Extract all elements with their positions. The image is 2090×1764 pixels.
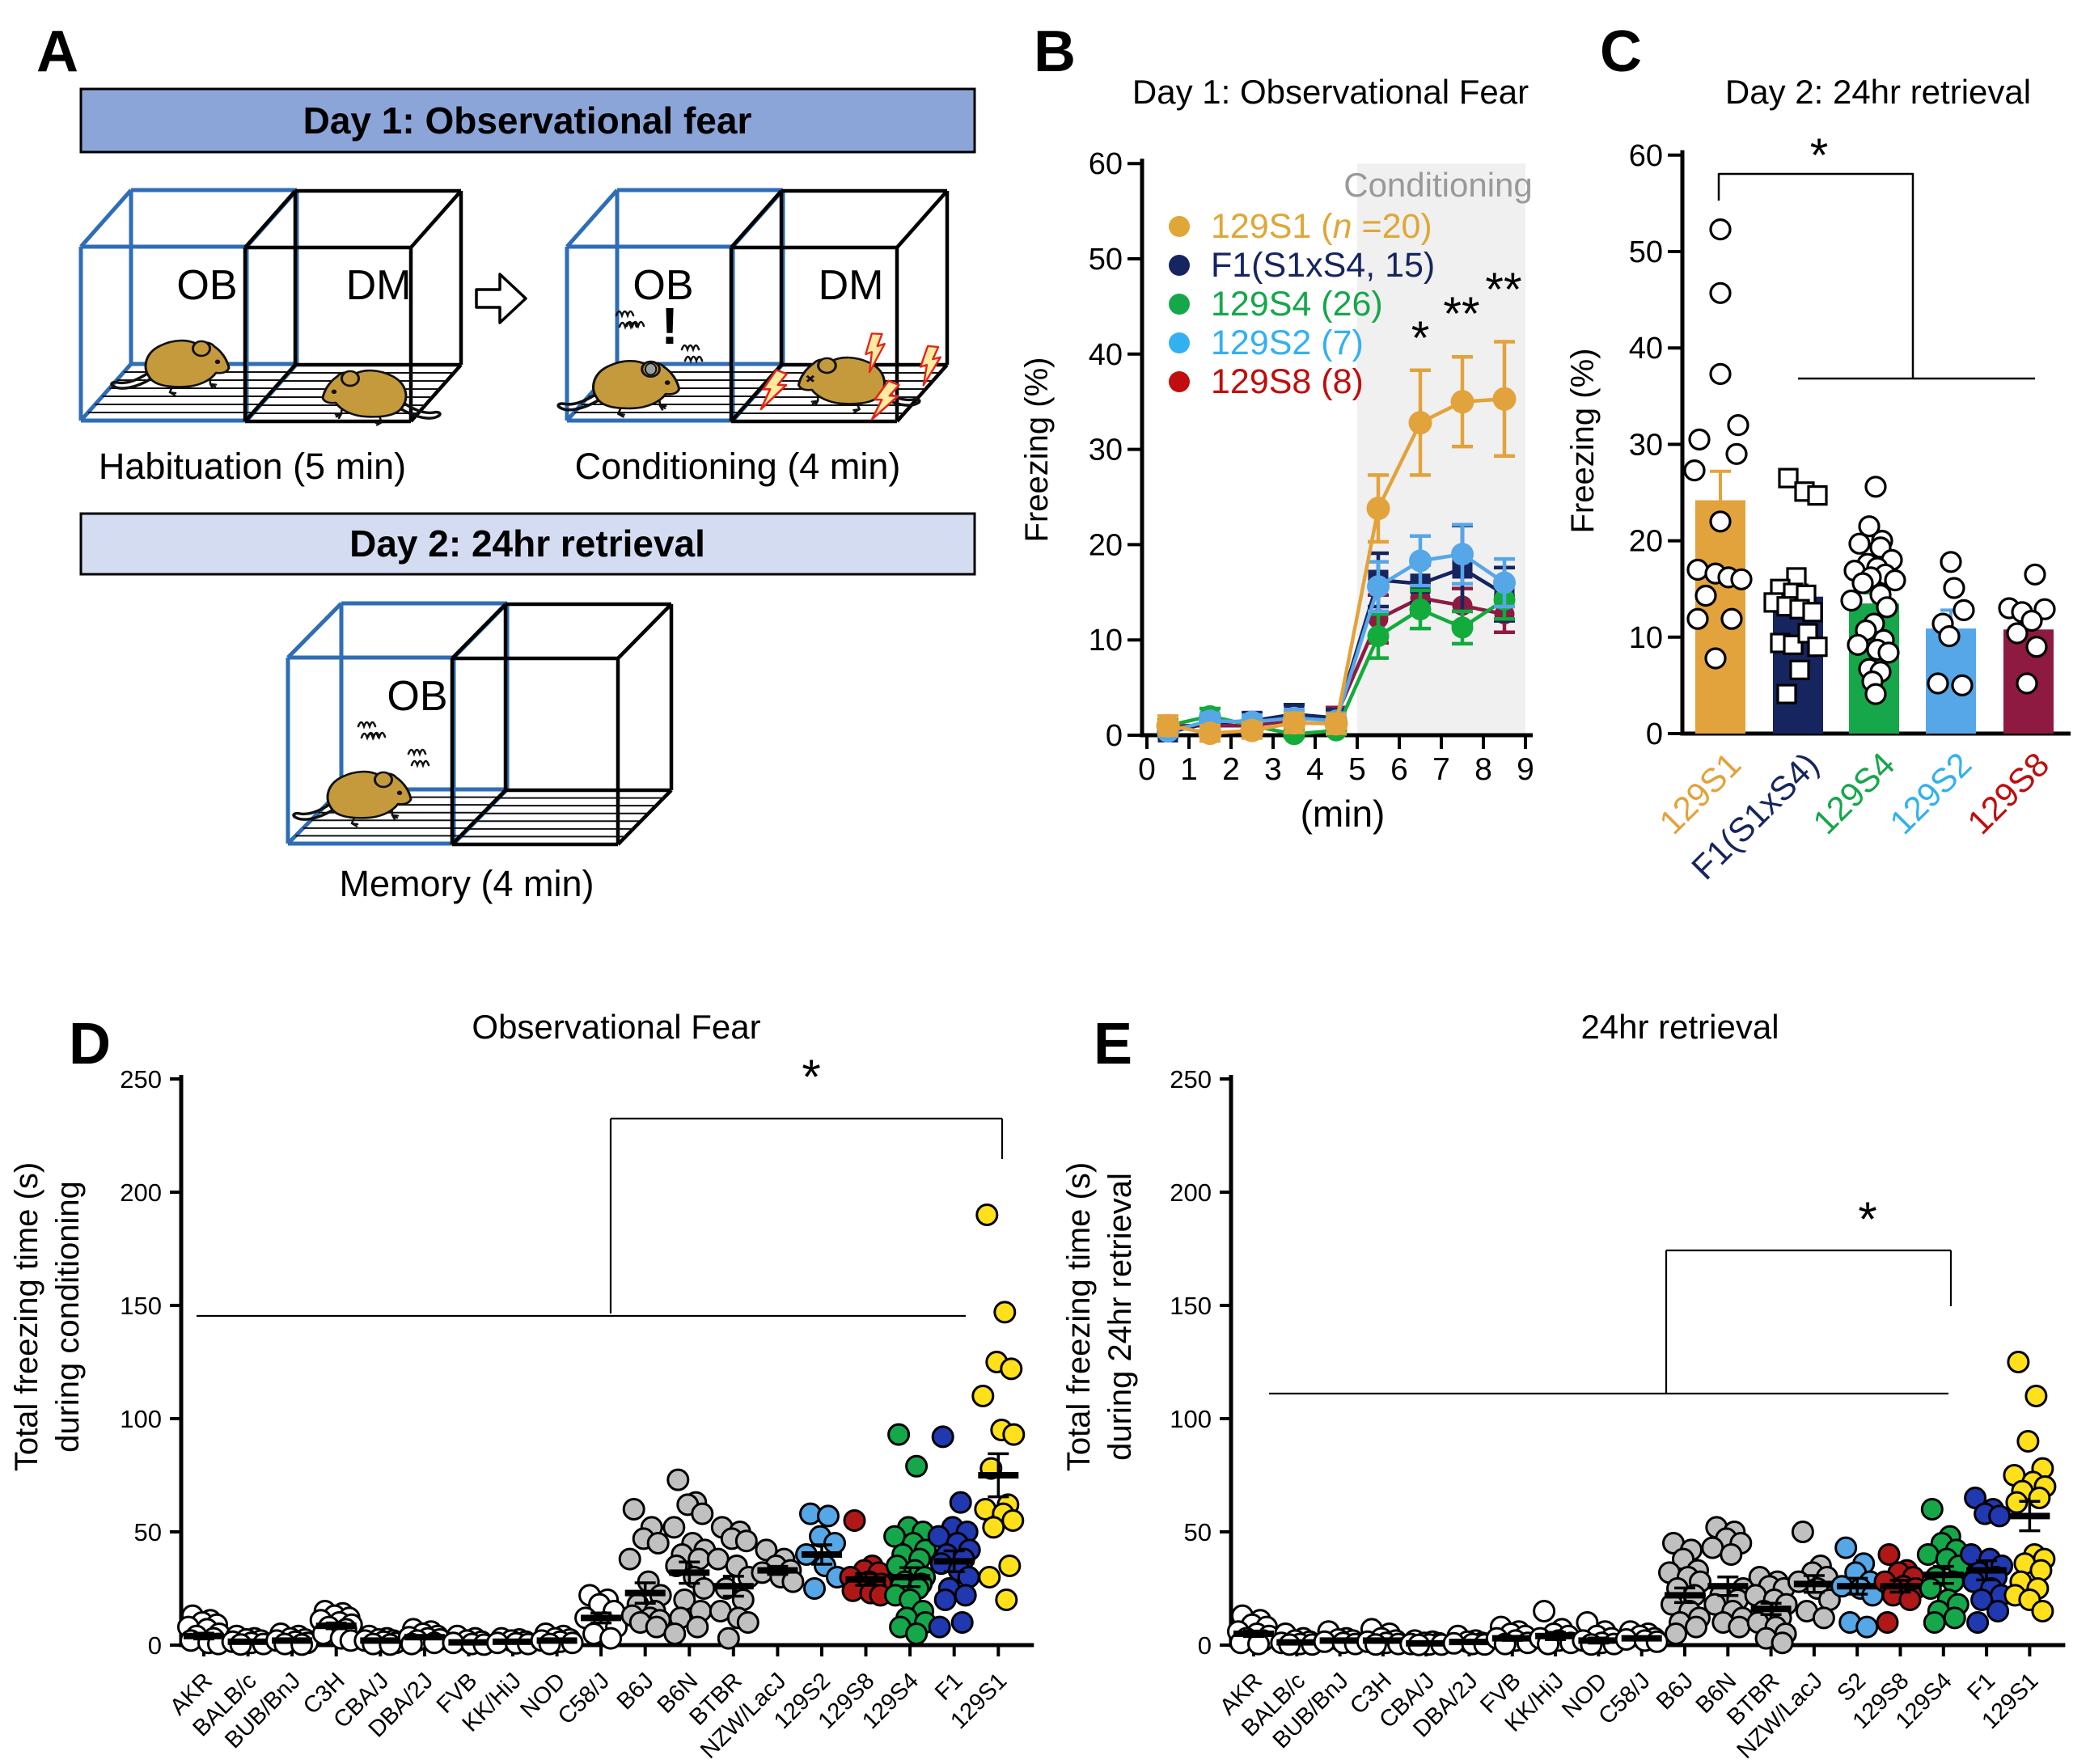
svg-text:100: 100	[120, 1405, 162, 1433]
svg-text:*: *	[802, 1050, 820, 1104]
svg-text:0: 0	[1198, 1631, 1212, 1660]
svg-text:129S2 (7): 129S2 (7)	[1211, 324, 1364, 362]
svg-text:150: 150	[1170, 1292, 1212, 1320]
svg-text:50: 50	[134, 1518, 162, 1546]
svg-text:60: 60	[1629, 139, 1663, 173]
svg-text:OB: OB	[387, 673, 447, 720]
svg-text:250: 250	[1170, 1065, 1212, 1094]
svg-text:9: 9	[1517, 752, 1534, 787]
svg-text:129S4 (26): 129S4 (26)	[1211, 285, 1383, 324]
svg-text:DM: DM	[346, 262, 412, 309]
svg-text:Freezing (%): Freezing (%)	[1565, 349, 1601, 534]
svg-text:24hr retrieval: 24hr retrieval	[1580, 1008, 1779, 1046]
svg-text:during conditioning: during conditioning	[50, 1181, 86, 1453]
svg-text:during 24hr retrieval: during 24hr retrieval	[1102, 1173, 1138, 1461]
svg-text:2: 2	[1222, 752, 1240, 787]
svg-text:30: 30	[1629, 428, 1663, 462]
svg-text:!: !	[661, 297, 678, 355]
svg-text:**: **	[1443, 288, 1479, 341]
svg-text:0: 0	[1646, 717, 1663, 751]
svg-text:D: D	[69, 1012, 111, 1077]
svg-text:250: 250	[120, 1065, 162, 1094]
svg-text:20: 20	[1629, 525, 1663, 559]
svg-text:40: 40	[1089, 338, 1123, 372]
svg-text:DM: DM	[819, 262, 884, 309]
svg-text:*: *	[1810, 129, 1829, 182]
svg-text:0: 0	[1138, 752, 1156, 787]
svg-text:6: 6	[1390, 752, 1408, 787]
svg-text:4: 4	[1306, 752, 1324, 787]
svg-text:200: 200	[1170, 1178, 1212, 1207]
svg-text:Day 2: 24hr retrieval: Day 2: 24hr retrieval	[1725, 73, 2031, 111]
svg-text:OB: OB	[632, 262, 693, 309]
svg-text:Conditioning (4 min): Conditioning (4 min)	[575, 446, 901, 487]
svg-text:100: 100	[1170, 1405, 1212, 1433]
svg-text:OB: OB	[176, 262, 237, 309]
svg-text:50: 50	[1629, 235, 1663, 269]
svg-text:**: **	[1485, 264, 1521, 316]
svg-text:40: 40	[1629, 332, 1663, 366]
svg-text:Day 1: Observational fear: Day 1: Observational fear	[303, 99, 752, 142]
svg-text:E: E	[1094, 1012, 1132, 1077]
svg-text:Conditioning: Conditioning	[1343, 166, 1533, 204]
svg-text:B: B	[1034, 19, 1076, 84]
svg-text:Memory (4 min): Memory (4 min)	[339, 863, 594, 904]
svg-text:3: 3	[1264, 752, 1282, 787]
svg-text:(min): (min)	[1301, 793, 1386, 835]
svg-text:60: 60	[1089, 147, 1123, 181]
svg-text:200: 200	[120, 1178, 162, 1207]
svg-text:8: 8	[1474, 752, 1492, 787]
svg-text:Total freezing time (s): Total freezing time (s)	[9, 1162, 44, 1471]
svg-text:7: 7	[1432, 752, 1450, 787]
svg-text:F1(S1xS4, 15): F1(S1xS4, 15)	[1211, 246, 1435, 285]
svg-text:129S1 (n =20): 129S1 (n =20)	[1211, 207, 1432, 246]
svg-text:Habituation (5 min): Habituation (5 min)	[99, 446, 406, 487]
svg-text:*: *	[1411, 312, 1430, 365]
svg-text:0: 0	[1106, 719, 1123, 753]
svg-text:Day 2: 24hr retrieval: Day 2: 24hr retrieval	[349, 522, 705, 565]
svg-text:30: 30	[1089, 434, 1123, 467]
svg-text:50: 50	[1089, 243, 1123, 277]
svg-text:1: 1	[1180, 752, 1198, 787]
svg-text:10: 10	[1629, 621, 1663, 655]
svg-text:150: 150	[120, 1292, 162, 1320]
svg-text:A: A	[36, 19, 78, 84]
svg-text:C: C	[1600, 19, 1642, 84]
svg-text:50: 50	[1184, 1518, 1212, 1546]
svg-text:0: 0	[148, 1631, 162, 1660]
svg-text:5: 5	[1348, 752, 1366, 787]
svg-text:Day 1: Observational Fear: Day 1: Observational Fear	[1132, 73, 1529, 111]
svg-text:Freezing (%): Freezing (%)	[1019, 357, 1055, 543]
svg-text:20: 20	[1089, 528, 1123, 562]
svg-text:Observational Fear: Observational Fear	[472, 1008, 760, 1046]
svg-text:Total freezing time (s): Total freezing time (s)	[1061, 1162, 1097, 1471]
svg-text:10: 10	[1089, 624, 1123, 658]
svg-text:*: *	[1858, 1192, 1876, 1246]
svg-text:129S8 (8): 129S8 (8)	[1211, 362, 1364, 401]
